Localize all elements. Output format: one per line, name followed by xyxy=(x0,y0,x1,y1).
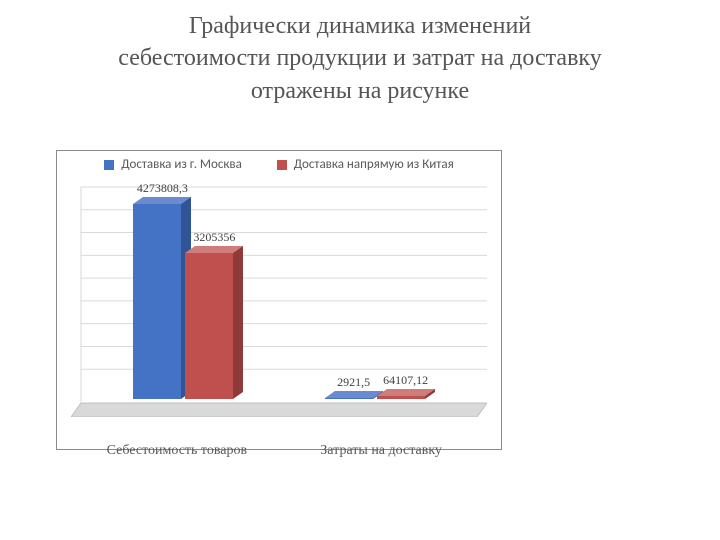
legend-label-series-2: Доставка напрямую из Китая xyxy=(294,157,454,172)
legend-swatch-series-2 xyxy=(277,160,287,170)
bar-value-label: 2921,5 xyxy=(337,375,370,390)
bar-value-label: 64107,12 xyxy=(383,373,428,388)
legend-label-series-1: Доставка из г. Москва xyxy=(121,157,242,172)
page: { "title_text": "Графически динамика изм… xyxy=(0,0,720,540)
chart-plot-area: 4273808,3 3205356 2921,5 64107,12 xyxy=(71,181,487,417)
legend-swatch-series-1 xyxy=(104,160,114,170)
bar-value-label: 3205356 xyxy=(193,230,235,245)
x-axis-label-0: Себестоимость товаров xyxy=(107,443,247,459)
legend-item-series-1: Доставка из г. Москва xyxy=(104,157,242,172)
chart-legend: Доставка из г. Москва Доставка напрямую … xyxy=(57,157,501,172)
bar-value-label: 4273808,3 xyxy=(137,181,188,196)
page-title: Графически динамика изменений себестоимо… xyxy=(0,10,720,107)
chart-container: Доставка из г. Москва Доставка напрямую … xyxy=(56,150,502,450)
legend-item-series-2: Доставка напрямую из Китая xyxy=(277,157,454,172)
x-axis-label-1: Затраты на доставку xyxy=(320,443,442,459)
